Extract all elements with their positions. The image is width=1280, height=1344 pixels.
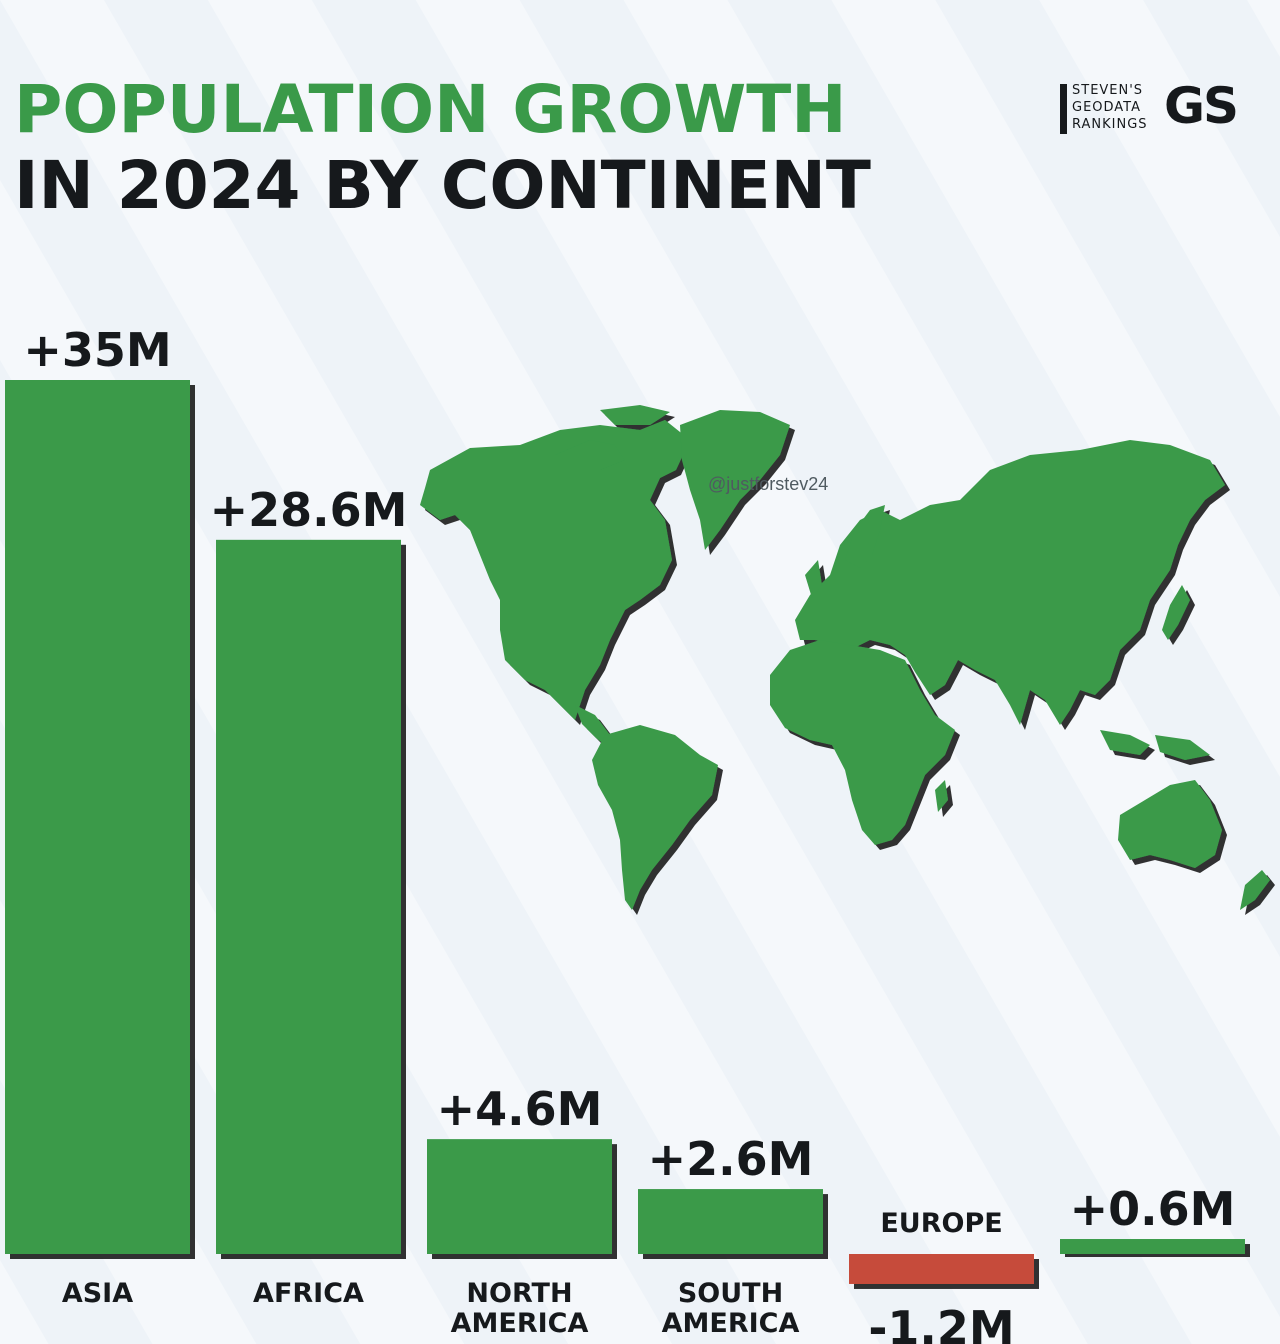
world-map-icon: [420, 405, 1270, 910]
value-label: +28.6M: [210, 483, 408, 537]
north-america-shape: [420, 420, 690, 720]
arctic-islands-shape-2: [600, 405, 670, 425]
logo-text: STEVEN'S GEODATA RANKINGS: [1072, 82, 1148, 133]
sea-islands-shape: [1100, 730, 1150, 755]
eurasia-shape: [795, 440, 1225, 725]
british-isles-shape: [805, 560, 822, 598]
bars-group: +35MASIA+28.6MAFRICA+4.6MNORTHAMERICA+2.…: [5, 323, 1245, 1344]
category-label: AMERICA: [451, 1308, 589, 1339]
title-line-1: POPULATION GROWTH: [14, 71, 847, 148]
value-label: +35M: [23, 323, 171, 377]
bar: [1060, 1239, 1245, 1254]
bar: [427, 1139, 612, 1254]
logo-mark: GS: [1164, 77, 1239, 135]
africa-shape: [770, 640, 955, 845]
logo-bar: [1060, 84, 1067, 134]
bar: [638, 1189, 823, 1254]
sea-islands-shape-2: [1155, 735, 1210, 760]
category-label: EUROPE: [880, 1208, 1002, 1239]
greenland-shape: [680, 410, 790, 550]
category-label: ASIA: [62, 1278, 133, 1309]
value-label: +0.6M: [1070, 1182, 1236, 1236]
logo-line-3: RANKINGS: [1072, 117, 1148, 132]
watermark: @justforstev24: [708, 474, 829, 494]
category-label: NORTH: [466, 1278, 572, 1309]
logo-line-2: GEODATA: [1072, 100, 1142, 115]
value-label: +2.6M: [648, 1132, 814, 1186]
arctic-islands-shape: [555, 440, 625, 470]
bar: [216, 539, 401, 1254]
bar: [5, 380, 190, 1254]
madagascar-shape: [935, 780, 948, 812]
value-label: -1.2M: [868, 1301, 1014, 1344]
brand-logo: STEVEN'S GEODATA RANKINGS GS: [1060, 78, 1250, 138]
australia-shape: [1118, 780, 1222, 868]
scandinavia-shape: [845, 505, 885, 568]
value-label: +4.6M: [437, 1082, 603, 1136]
category-label: SOUTH: [678, 1278, 783, 1309]
bar: [849, 1254, 1034, 1284]
category-label: AMERICA: [662, 1308, 800, 1339]
japan-shape: [1162, 585, 1190, 640]
south-america-shape: [592, 725, 718, 910]
logo-line-1: STEVEN'S: [1072, 83, 1144, 98]
category-label: AFRICA: [253, 1278, 364, 1309]
new-zealand-shape: [1240, 870, 1270, 910]
title-line-2: IN 2024 BY CONTINENT: [14, 147, 871, 224]
